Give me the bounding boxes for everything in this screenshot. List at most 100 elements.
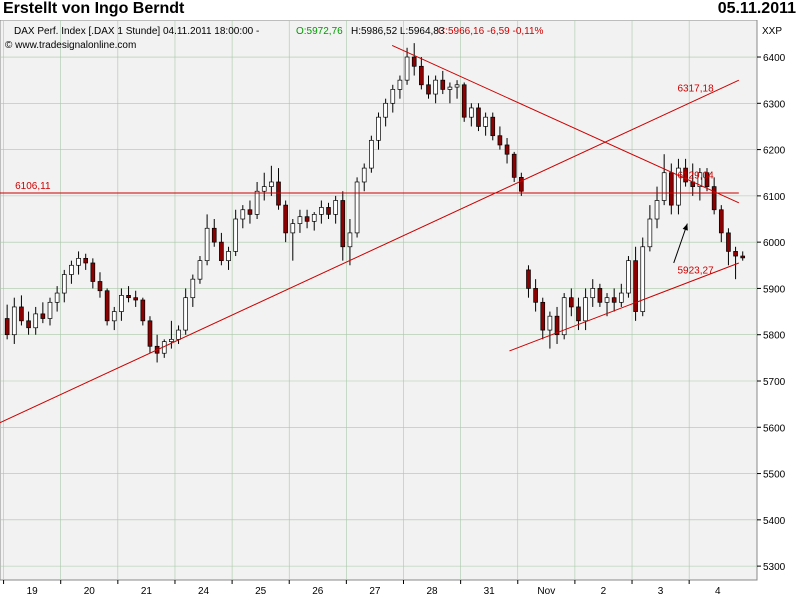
x-tick-label: 4 (715, 586, 721, 597)
arrow-head (682, 223, 688, 231)
price-level-label: 6129,04 (678, 170, 715, 181)
candle-body (583, 297, 588, 322)
candle-body (618, 292, 624, 303)
info-close: C:5966,16 -6,59 -0,11% (438, 26, 544, 37)
header: Erstellt von Ingo Berndt 05.11.2011 (0, 0, 800, 22)
candle-body (40, 313, 46, 319)
trendline (391, 44, 740, 204)
candle-body (233, 218, 238, 252)
candle-body (497, 135, 503, 146)
candle-body (383, 102, 388, 118)
candle-body (569, 297, 574, 308)
candle-body (590, 288, 596, 299)
x-tick-label: 21 (141, 586, 153, 597)
candlestick-chart: 6317,18 6129,04 5923,27 6106,11 6400 6300 620… (0, 19, 786, 597)
copyright-text: © www.tradesignalonline.com (5, 40, 136, 51)
candle-body (104, 290, 110, 322)
candle-body (226, 251, 231, 262)
price-level-label: 6317,18 (678, 83, 715, 94)
candle-body (340, 200, 346, 248)
candle-body (219, 241, 224, 262)
y-tick-label: 5900 (763, 284, 786, 295)
candle-body (676, 167, 681, 206)
candle-body (369, 139, 374, 169)
candle-body (261, 186, 267, 192)
y-tick-label: 5400 (763, 516, 786, 527)
x-tick-label: Nov (537, 586, 555, 597)
candle-body (147, 320, 153, 347)
candle-body (69, 264, 74, 275)
candle-body (547, 315, 553, 331)
y-tick-label: 6300 (763, 99, 786, 110)
y-tick-label: 5500 (763, 470, 786, 481)
candle-body (461, 84, 467, 118)
candle-body (554, 315, 560, 336)
candle-body (354, 181, 360, 234)
candle-body (140, 299, 146, 322)
candle-body (61, 274, 67, 294)
trendlines: 6317,18 6129,04 5923,27 6106,11 (0, 44, 740, 424)
y-tick-label: 5800 (763, 331, 786, 342)
chart-author-title: Erstellt von Ingo Berndt (3, 0, 185, 17)
candle-body (361, 167, 367, 183)
candle-body (433, 79, 438, 95)
candle-body (704, 172, 710, 187)
candle-body (697, 172, 703, 187)
candle-body (133, 297, 139, 301)
candle-body (47, 301, 53, 319)
x-tick-label: 2 (601, 586, 607, 597)
candle-body (97, 281, 103, 292)
candle-body (411, 56, 417, 67)
candle-body (90, 262, 96, 282)
candle-body (26, 320, 31, 329)
candle-body (526, 269, 531, 289)
candle-body (440, 79, 446, 90)
chart-date: 05.11.2011 (717, 0, 796, 17)
candle-body (254, 190, 260, 215)
x-tick-label: 28 (426, 586, 438, 597)
candle-body (33, 313, 39, 329)
candle-body (197, 260, 203, 280)
candle-body (347, 232, 353, 248)
price-level-label: 6106,11 (15, 181, 51, 192)
y-tick-label: 5300 (763, 562, 786, 573)
candle-body (640, 246, 646, 312)
y-tick-label: 6000 (763, 238, 786, 249)
candle-body (269, 181, 274, 187)
candle-body (283, 204, 288, 234)
candle-body (276, 181, 281, 206)
candle-body (397, 79, 403, 90)
y-tick-label: 6400 (763, 53, 786, 64)
candle-body (711, 186, 717, 211)
candle-body (176, 329, 181, 340)
candle-body (561, 297, 567, 336)
candle-body (11, 306, 17, 336)
x-tick-label: 3 (658, 586, 664, 597)
trendline (0, 79, 740, 424)
y-axis: 6400 6300 6200 6100 6000 5900 5800 5700 5600 5500… (757, 53, 786, 573)
trendline (509, 262, 740, 352)
candle-body (190, 278, 196, 299)
candle-body (718, 209, 724, 234)
candle-body (404, 56, 410, 81)
candle-body (4, 318, 10, 336)
candle-body (76, 257, 81, 266)
x-tick-label: 27 (369, 586, 381, 597)
candle-body (633, 260, 638, 312)
candle-body (19, 306, 24, 322)
candle-body (319, 207, 324, 215)
candle-body (183, 297, 188, 331)
y-tick-label: 6100 (763, 192, 786, 203)
candle-body (447, 86, 453, 90)
candle-body (204, 227, 210, 262)
candle-body (426, 84, 431, 95)
x-tick-label: 19 (27, 586, 39, 597)
x-tick-label: 24 (198, 586, 210, 597)
arrow-shaft (673, 223, 688, 264)
candle-body (297, 216, 303, 224)
candle-body (626, 260, 631, 294)
x-axis: 19 20 21 24 25 26 27 28 31 Nov 2 3 4 (3, 580, 721, 597)
candle-body (511, 153, 517, 178)
info-high-low: H:5986,52 L:5964,83 (351, 26, 445, 37)
candle-body (290, 223, 296, 234)
